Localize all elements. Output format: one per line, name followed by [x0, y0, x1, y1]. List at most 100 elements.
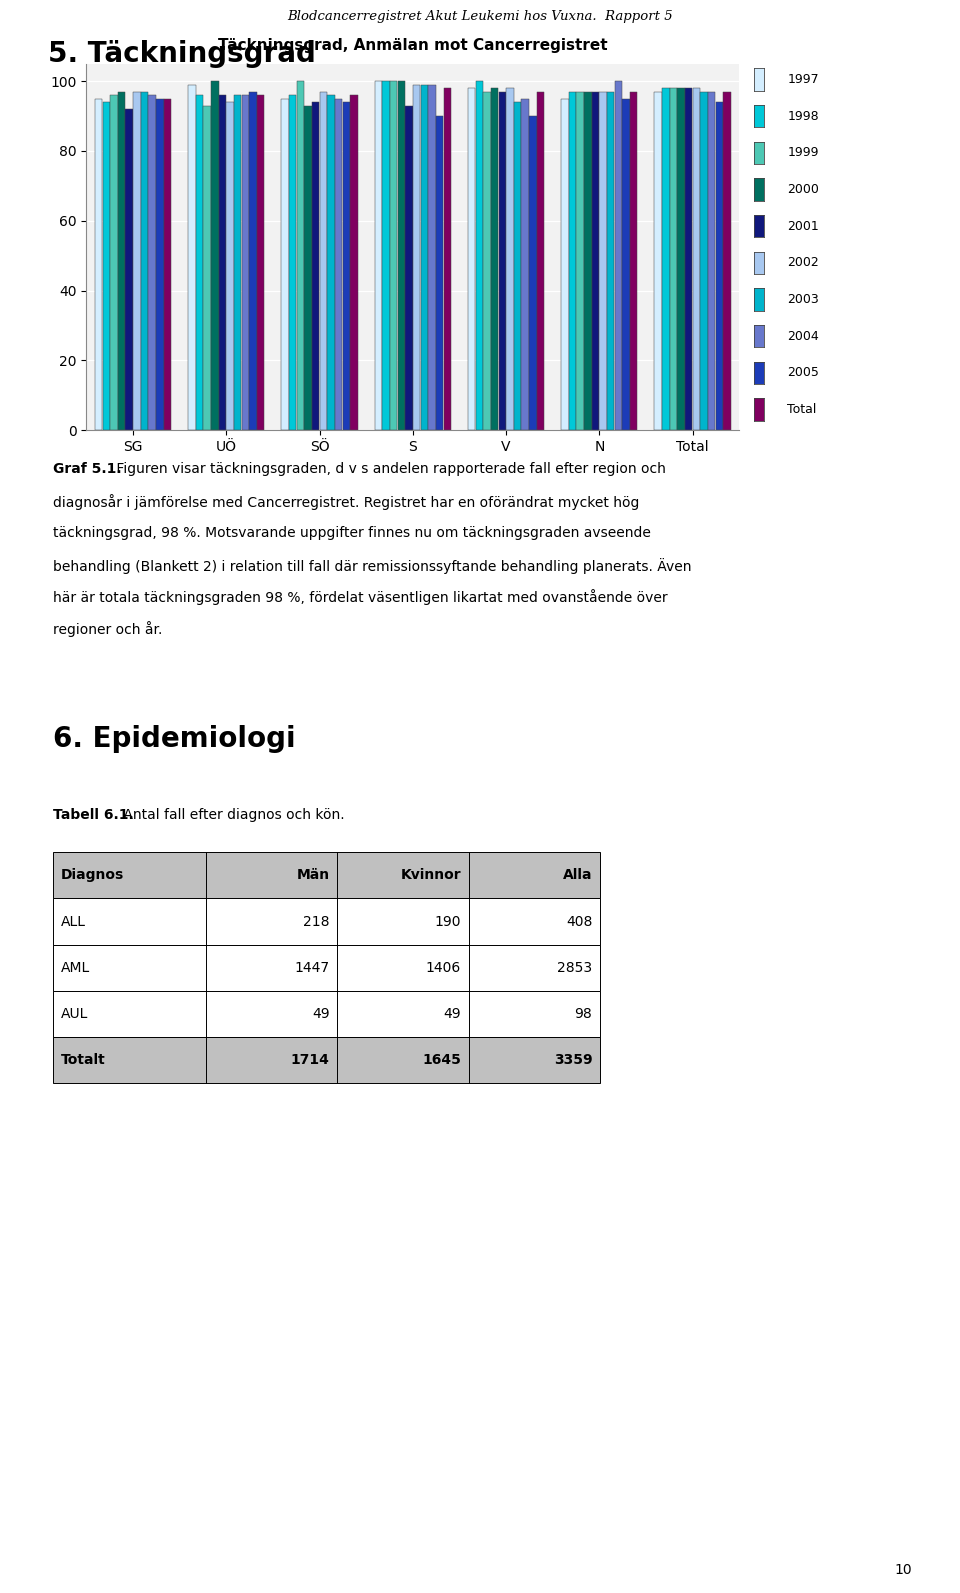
Bar — [475, 81, 483, 430]
Text: Diagnos: Diagnos — [60, 868, 124, 883]
Bar — [436, 116, 444, 430]
Bar — [723, 92, 731, 430]
Bar — [577, 92, 584, 430]
Bar — [444, 88, 451, 430]
Bar — [149, 96, 156, 430]
Text: 1714: 1714 — [291, 1053, 329, 1067]
Text: 1645: 1645 — [422, 1053, 461, 1067]
Bar — [312, 102, 320, 430]
Text: 1997: 1997 — [787, 73, 819, 86]
Text: här är totala täckningsgraden 98 %, fördelat väsentligen likartat med ovanståend: här är totala täckningsgraden 98 %, förd… — [53, 589, 667, 605]
Text: Alla: Alla — [563, 868, 592, 883]
Text: 2002: 2002 — [787, 256, 819, 269]
Bar — [343, 102, 350, 430]
Text: 5. Täckningsgrad: 5. Täckningsgrad — [48, 40, 316, 68]
Bar — [591, 92, 599, 430]
Bar — [211, 81, 219, 430]
Bar — [335, 99, 343, 430]
Text: 190: 190 — [435, 914, 461, 929]
Bar — [141, 92, 148, 430]
Bar — [498, 92, 506, 430]
Bar — [662, 88, 669, 430]
Bar — [289, 96, 297, 430]
Bar — [390, 81, 397, 430]
Text: regioner och år.: regioner och år. — [53, 621, 162, 637]
Bar — [622, 99, 630, 430]
Bar — [164, 99, 171, 430]
Bar — [188, 84, 196, 430]
Bar — [110, 96, 118, 430]
Bar — [491, 88, 498, 430]
Bar — [126, 108, 132, 430]
Text: 6. Epidemiologi: 6. Epidemiologi — [53, 725, 296, 753]
Bar — [327, 96, 335, 430]
Text: 2005: 2005 — [787, 366, 819, 379]
Bar — [678, 88, 684, 430]
Bar — [521, 99, 529, 430]
Bar — [397, 81, 405, 430]
Bar — [584, 92, 591, 430]
Bar — [708, 92, 715, 430]
Bar — [693, 88, 700, 430]
Text: AML: AML — [60, 961, 89, 975]
Bar — [701, 92, 708, 430]
Bar — [257, 96, 264, 430]
Bar — [196, 96, 204, 430]
Text: Total: Total — [787, 403, 817, 416]
Bar — [468, 88, 475, 430]
Text: ALL: ALL — [60, 914, 85, 929]
Text: 1999: 1999 — [787, 147, 819, 159]
Text: Totalt: Totalt — [60, 1053, 106, 1067]
Bar — [562, 99, 568, 430]
Bar — [304, 105, 312, 430]
Text: AUL: AUL — [60, 1007, 88, 1021]
Bar — [428, 84, 436, 430]
Bar — [715, 102, 723, 430]
Bar — [103, 102, 110, 430]
Bar — [350, 96, 358, 430]
Text: Män: Män — [297, 868, 329, 883]
Title: Täckningsgrad, Anmälan mot Cancerregistret: Täckningsgrad, Anmälan mot Cancerregistr… — [218, 38, 608, 53]
Bar — [607, 92, 614, 430]
Text: Tabell 6.1.: Tabell 6.1. — [53, 808, 133, 822]
Text: 49: 49 — [444, 1007, 461, 1021]
Text: 218: 218 — [303, 914, 329, 929]
Text: 3359: 3359 — [554, 1053, 592, 1067]
Bar — [118, 92, 125, 430]
Text: Blodcancerregistret Akut Leukemi hos Vuxna.  Rapport 5: Blodcancerregistret Akut Leukemi hos Vux… — [287, 10, 673, 24]
Bar — [95, 99, 103, 430]
Bar — [374, 81, 382, 430]
Bar — [413, 84, 420, 430]
Text: 98: 98 — [575, 1007, 592, 1021]
Text: Kvinnor: Kvinnor — [400, 868, 461, 883]
Bar — [242, 96, 249, 430]
Bar — [537, 92, 544, 430]
Bar — [529, 116, 537, 430]
Bar — [219, 96, 227, 430]
Bar — [382, 81, 390, 430]
Text: 1998: 1998 — [787, 110, 819, 123]
Text: behandling (Blankett 2) i relation till fall där remissionssyftande behandling p: behandling (Blankett 2) i relation till … — [53, 558, 691, 573]
Text: 2853: 2853 — [557, 961, 592, 975]
Bar — [506, 88, 514, 430]
Bar — [670, 88, 677, 430]
Text: Antal fall efter diagnos och kön.: Antal fall efter diagnos och kön. — [119, 808, 345, 822]
Bar — [685, 88, 692, 430]
Text: 408: 408 — [566, 914, 592, 929]
Bar — [420, 84, 428, 430]
Bar — [405, 105, 413, 430]
Bar — [250, 92, 256, 430]
Text: Figuren visar täckningsgraden, d v s andelen rapporterade fall efter region och: Figuren visar täckningsgraden, d v s and… — [111, 462, 665, 476]
Bar — [655, 92, 661, 430]
Text: 2001: 2001 — [787, 220, 819, 233]
Text: 2003: 2003 — [787, 293, 819, 306]
Bar — [630, 92, 637, 430]
Text: 1406: 1406 — [425, 961, 461, 975]
Bar — [297, 81, 304, 430]
Bar — [227, 102, 234, 430]
Text: diagnosår i jämförelse med Cancerregistret. Registret har en oförändrat mycket h: diagnosår i jämförelse med Cancerregistr… — [53, 494, 639, 510]
Bar — [483, 92, 491, 430]
Bar — [133, 92, 140, 430]
Bar — [281, 99, 289, 430]
Bar — [234, 96, 242, 430]
